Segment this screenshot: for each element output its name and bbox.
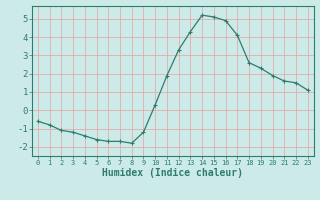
X-axis label: Humidex (Indice chaleur): Humidex (Indice chaleur): [102, 168, 243, 178]
